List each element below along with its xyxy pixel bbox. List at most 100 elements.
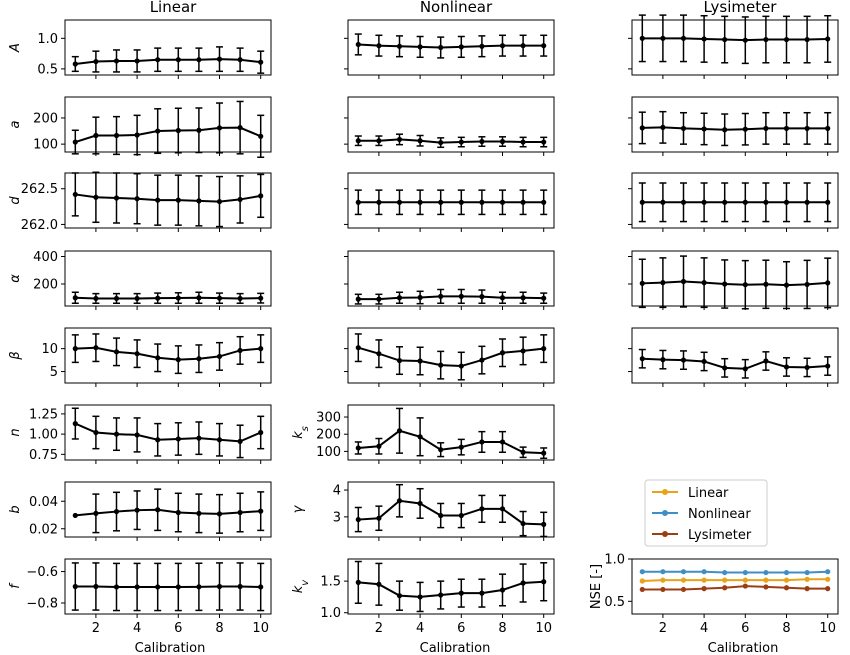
series-line: [358, 346, 544, 368]
data-point: [438, 293, 444, 299]
data-point: [396, 498, 403, 504]
x-tick-label: 6: [741, 621, 749, 636]
data-point: [134, 432, 140, 438]
series-line: [75, 296, 261, 300]
data-point: [499, 43, 506, 49]
data-point: [237, 347, 243, 354]
x-tick-label: 8: [498, 621, 506, 636]
data-point: [458, 139, 464, 145]
data-point: [155, 295, 161, 301]
data-point: [196, 57, 202, 63]
data-point: [72, 512, 78, 519]
data-point: [763, 569, 769, 576]
data-point: [438, 592, 444, 598]
y-axis-label: NSE [-]: [589, 564, 604, 609]
series-line: [75, 58, 261, 65]
x-tick-label: 4: [133, 621, 141, 636]
data-point: [742, 282, 748, 288]
x-axis-labels: Calibration Calibration Calibration: [135, 641, 779, 655]
data-point: [396, 428, 403, 434]
series-line: [74, 126, 262, 144]
data-point: [763, 584, 769, 590]
y-tick-label: 200: [316, 428, 341, 443]
data-point: [763, 199, 769, 205]
plot-frame: [631, 327, 839, 384]
data-point: [763, 125, 769, 132]
data-point: [722, 585, 728, 591]
data-point: [742, 583, 748, 589]
data-point: [134, 196, 140, 202]
data-point: [258, 584, 264, 590]
x-tick-label: 6: [174, 621, 182, 636]
series-line: [642, 37, 828, 42]
x-axis-label-nse: Calibration: [708, 641, 779, 655]
plot-frame: [64, 327, 272, 384]
data-point: [499, 587, 506, 593]
y-tick-label: 262.5: [21, 182, 58, 197]
y-tick-label: 200: [33, 278, 58, 293]
data-point: [660, 357, 666, 363]
data-point: [825, 569, 831, 575]
y-tick-label: −0.8: [26, 597, 58, 612]
data-point: [763, 281, 769, 287]
data-point: [499, 439, 506, 445]
data-point: [376, 296, 382, 302]
data-point: [134, 351, 140, 357]
data-point: [639, 125, 645, 131]
data-point: [175, 584, 181, 590]
data-point: [355, 138, 361, 144]
y-tick-label: 1.00: [29, 428, 58, 443]
panel-lys-A: [628, 14, 839, 79]
data-point: [355, 579, 361, 585]
data-point: [825, 586, 831, 592]
y-tick-label: 400: [33, 250, 58, 265]
data-point: [722, 577, 728, 583]
data-point: [680, 357, 687, 363]
y-tick-label: 1.0: [604, 553, 625, 568]
column-title-lysimeter: Lysimeter: [704, 0, 778, 16]
y-tick-label: 0.04: [29, 495, 58, 510]
data-point: [701, 199, 707, 205]
data-point: [783, 577, 790, 583]
data-point: [134, 132, 140, 138]
data-point: [93, 345, 99, 351]
y-tick-label: 0.02: [29, 522, 58, 537]
data-point: [355, 445, 361, 451]
data-point: [93, 132, 99, 139]
data-point: [155, 57, 161, 63]
plot-frame: [347, 404, 555, 461]
data-point: [134, 295, 140, 302]
data-point: [396, 357, 403, 364]
data-point: [258, 59, 264, 65]
data-point: [396, 43, 403, 49]
legend-label-nonlinear: Nonlinear: [688, 507, 751, 522]
panel-lin-A: 0.5 1.0 A: [8, 19, 272, 79]
data-point: [639, 199, 645, 205]
data-point: [72, 295, 78, 301]
data-point: [763, 577, 769, 583]
data-point: [376, 443, 382, 449]
series-line: [358, 295, 544, 301]
y-tick-label: 4: [333, 484, 341, 499]
y-axis-label: α: [8, 274, 23, 283]
data-point: [804, 569, 810, 576]
data-point: [701, 280, 707, 286]
data-point: [417, 138, 423, 144]
data-point: [355, 199, 361, 205]
data-point: [763, 36, 769, 43]
data-point: [804, 199, 810, 205]
data-point: [417, 500, 423, 507]
data-point: [804, 281, 810, 288]
x-tick-label: 4: [700, 621, 708, 636]
data-point: [520, 199, 526, 205]
data-point: [216, 511, 223, 517]
data-point: [520, 43, 526, 49]
data-point: [72, 421, 78, 427]
plot-frame: [631, 96, 839, 153]
data-point: [541, 43, 547, 49]
y-tick-label: 1.25: [29, 407, 58, 422]
data-point: [742, 126, 748, 132]
data-point: [701, 577, 707, 583]
y-tick-label: 10: [41, 342, 58, 357]
data-point: [499, 506, 506, 512]
